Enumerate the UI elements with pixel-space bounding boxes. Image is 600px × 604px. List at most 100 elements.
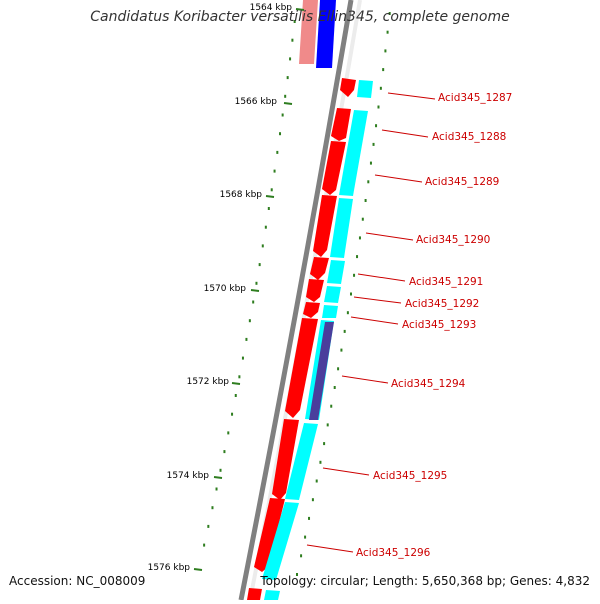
tick-dot [281, 113, 284, 117]
tick-dot [291, 38, 294, 42]
gene-leader-line [306, 544, 354, 553]
tick-dot [241, 356, 244, 360]
tick-dot [364, 199, 367, 202]
tick-dot [273, 169, 276, 173]
tick-dot [261, 244, 264, 248]
gene-leader-line [387, 92, 436, 100]
tick-mark [265, 195, 275, 198]
tick-dot [372, 142, 375, 146]
tick-dot [382, 68, 385, 72]
cds-bar [285, 423, 318, 500]
tick-dot [267, 207, 270, 210]
tick-mark [213, 476, 223, 479]
gene-label: Acid345_1293 [402, 319, 476, 331]
tick-dot [308, 516, 311, 520]
genome-title: Candidatus Koribacter versatilis Ellin34… [90, 9, 510, 25]
tick-dot [384, 49, 387, 53]
tick-label: 1574 kbp [167, 471, 210, 481]
tick-dot [346, 311, 349, 315]
accession-text: Accession: NC_008009 [9, 574, 146, 588]
gene-label: Acid345_1289 [425, 176, 499, 188]
tick-dot [270, 188, 273, 192]
tick-label: 1576 kbp [148, 563, 191, 573]
tick-mark [250, 289, 260, 292]
tick-dot [356, 255, 359, 259]
cds-bar [339, 110, 368, 196]
outer-tick-dots [203, 20, 296, 547]
tick-dot [279, 132, 282, 136]
tick-dot [255, 281, 258, 285]
gene-arrow [322, 141, 346, 195]
tick-dot [234, 394, 237, 397]
gene-leader-line [365, 232, 414, 241]
gene-arrow [340, 78, 356, 97]
gene-label: Acid345_1288 [432, 131, 506, 143]
gene-leader-line [381, 129, 429, 138]
tick-dot [311, 498, 314, 502]
gene-arrow [313, 195, 337, 257]
tick-dot [211, 506, 214, 510]
cds-bar [357, 80, 373, 98]
tick-dot [379, 86, 382, 90]
gene-arrow [331, 108, 351, 141]
tick-dot [276, 150, 279, 154]
gene-arrow [272, 419, 299, 500]
tick-dot [207, 524, 210, 528]
cds-bar [262, 502, 299, 580]
tick-mark [193, 568, 203, 571]
tick-dot [369, 161, 372, 165]
gene-leader-line [357, 273, 406, 282]
tick-layer: 1564 kbp 1566 kbp 1568 kbp 1570 kbp 1572 kbp… [148, 3, 305, 573]
gene-label-layer: Acid345_1287 Acid345_1288 Acid345_1289 Acid… [306, 92, 512, 559]
tick-dot [315, 479, 318, 483]
tick-dot [319, 460, 322, 464]
tick-dot [388, 12, 391, 15]
gene-leader-line [374, 174, 423, 183]
tick-dot [358, 236, 361, 240]
gene-label: Acid345_1287 [438, 92, 512, 104]
tick-dot [264, 225, 267, 229]
tick-label: 1568 kbp [220, 190, 263, 200]
tick-dot [367, 180, 370, 184]
gene-label: Acid345_1294 [391, 378, 466, 390]
gene-label: Acid345_1291 [409, 276, 483, 288]
gene-label: Acid345_1295 [373, 470, 447, 482]
cds-bar [264, 590, 280, 600]
tick-mark [295, 8, 305, 11]
gene-leader-line [322, 467, 370, 476]
gene-leader-line [341, 375, 389, 384]
tick-dot [248, 319, 251, 323]
tick-dot [326, 423, 329, 427]
tick-dot [386, 30, 389, 34]
gene-label: Acid345_1292 [405, 298, 479, 310]
tick-dot [361, 217, 364, 221]
tick-dot [293, 20, 296, 23]
partial-gene-blue-bar [316, 0, 336, 68]
gene-label: Acid345_1290 [416, 234, 490, 246]
tick-dot [219, 468, 222, 472]
gene-arrow [306, 279, 324, 302]
tick-dot [284, 94, 287, 98]
tick-dot [203, 543, 206, 547]
tick-dot [245, 337, 248, 341]
partial-gene-top [299, 0, 336, 68]
cds-bar [327, 260, 345, 284]
tick-label: 1572 kbp [187, 377, 230, 387]
tick-dot [340, 348, 343, 352]
tick-dot [238, 375, 241, 379]
topology-text: Topology: circular; Length: 5,650,368 bp… [260, 574, 590, 588]
tick-dot [333, 386, 336, 389]
tick-dot [300, 554, 303, 558]
gene-arrow [303, 302, 320, 318]
cds-purple [309, 322, 334, 420]
tick-dot [330, 404, 333, 408]
tick-dot [223, 450, 226, 454]
tick-dot [296, 573, 299, 576]
tick-dot [343, 329, 346, 333]
cds-bar [330, 198, 353, 258]
tick-dot [304, 535, 307, 539]
tick-dot [375, 124, 378, 128]
gene-leader-line [353, 296, 402, 304]
